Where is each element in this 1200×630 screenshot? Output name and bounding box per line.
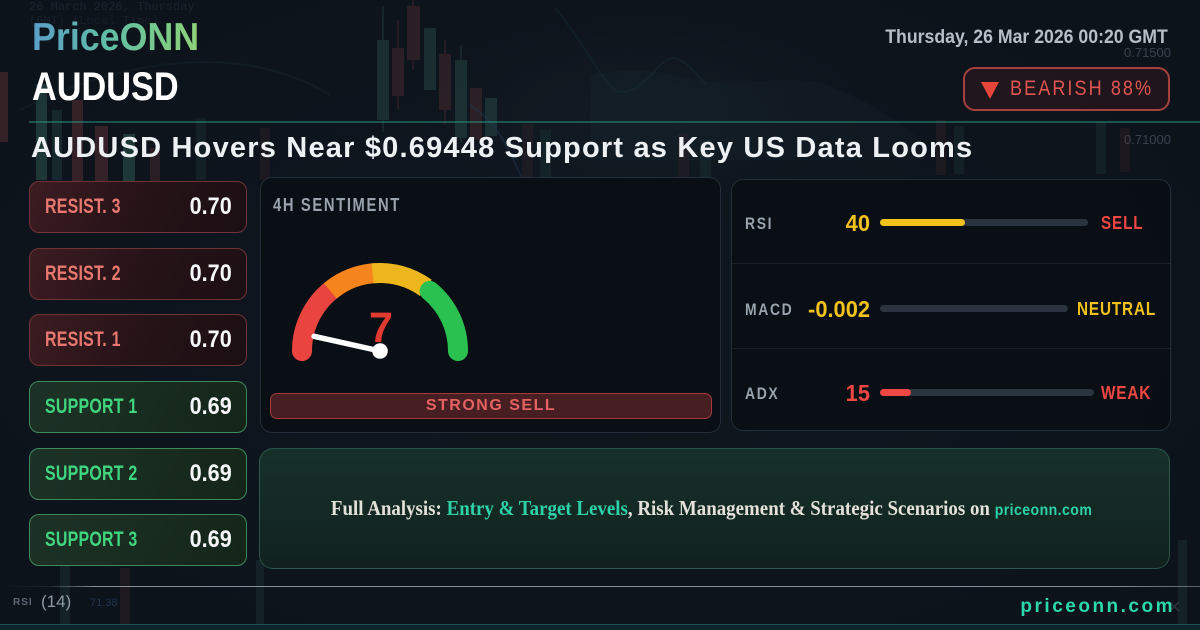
svg-text:7: 7 — [369, 304, 393, 352]
svg-text:(GMT) (Local Time): (GMT) (Local Time) — [29, 14, 159, 28]
svg-text:0.71000: 0.71000 — [1124, 132, 1171, 147]
svg-text:0.71500: 0.71500 — [1124, 45, 1171, 60]
svg-text:26 March 2026, Thursday: 26 March 2026, Thursday — [29, 0, 195, 14]
